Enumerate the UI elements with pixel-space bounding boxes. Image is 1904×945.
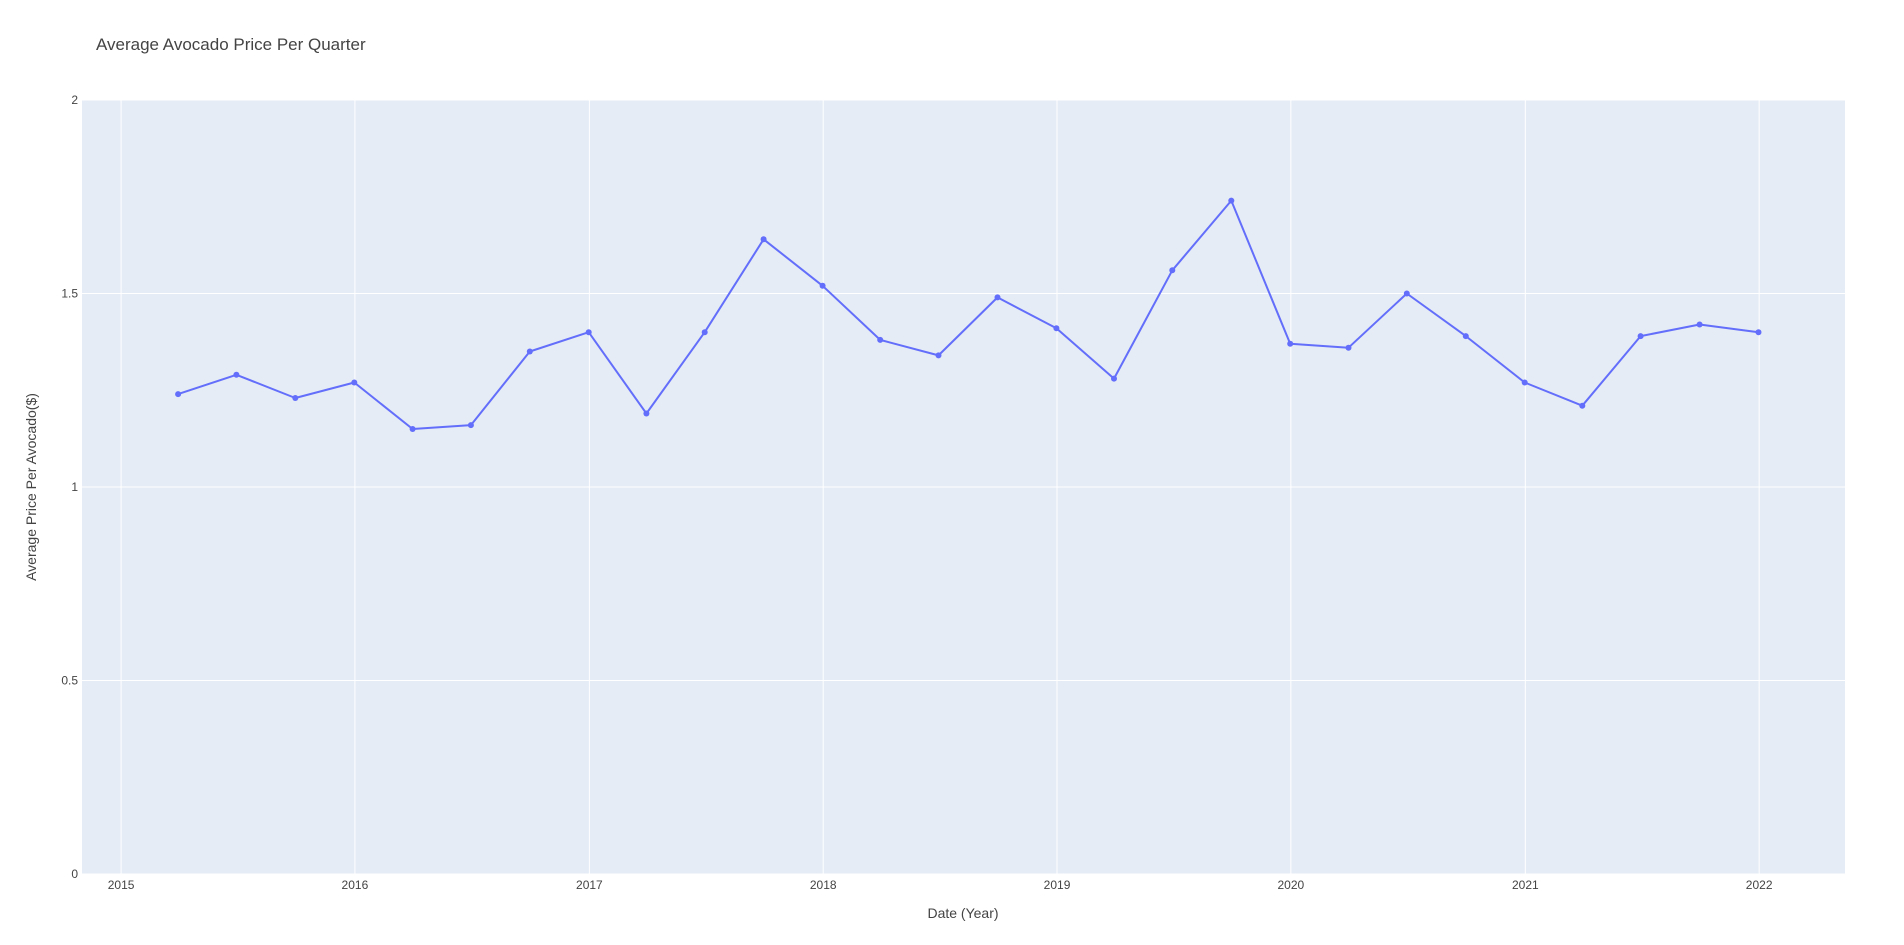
data-point[interactable] bbox=[1287, 340, 1294, 347]
data-point[interactable] bbox=[1755, 329, 1762, 336]
data-point[interactable] bbox=[526, 348, 533, 355]
y-axis-title: Average Price Per Avocado($) bbox=[23, 393, 39, 581]
x-tick-label: 2015 bbox=[108, 878, 135, 892]
data-point[interactable] bbox=[1696, 321, 1703, 328]
data-point[interactable] bbox=[760, 236, 767, 243]
data-point[interactable] bbox=[409, 426, 416, 432]
data-point[interactable] bbox=[585, 329, 592, 336]
data-point[interactable] bbox=[1169, 267, 1176, 274]
x-axis-title: Date (Year) bbox=[927, 905, 998, 921]
data-point[interactable] bbox=[175, 391, 182, 398]
x-axis-ticks: 2015 2016 2017 2018 2019 2020 2021 2022 bbox=[108, 878, 1773, 892]
data-point[interactable] bbox=[1579, 402, 1586, 409]
grid-lines bbox=[82, 99, 1845, 875]
y-tick-label: 0.5 bbox=[61, 674, 78, 688]
data-point[interactable] bbox=[1053, 325, 1060, 332]
data-point[interactable] bbox=[233, 371, 240, 378]
data-point[interactable] bbox=[994, 294, 1001, 301]
data-point[interactable] bbox=[1637, 333, 1644, 340]
data-point[interactable] bbox=[877, 336, 884, 343]
data-point[interactable] bbox=[819, 282, 826, 289]
data-point[interactable] bbox=[467, 422, 474, 429]
y-axis-ticks: 0 0.5 1 1.5 2 bbox=[61, 93, 78, 881]
data-point[interactable] bbox=[643, 410, 650, 417]
data-point[interactable] bbox=[292, 395, 299, 401]
data-point[interactable] bbox=[1462, 333, 1469, 340]
y-tick-label: 0 bbox=[71, 867, 78, 881]
data-point[interactable] bbox=[1228, 197, 1235, 204]
x-tick-label: 2016 bbox=[342, 878, 369, 892]
data-point[interactable] bbox=[701, 329, 708, 336]
x-tick-label: 2022 bbox=[1746, 878, 1773, 892]
data-point[interactable] bbox=[1521, 379, 1528, 386]
series-line bbox=[177, 199, 1759, 430]
x-tick-label: 2018 bbox=[810, 878, 837, 892]
series-line-group bbox=[177, 199, 1759, 430]
data-point[interactable] bbox=[1403, 290, 1410, 297]
data-point[interactable] bbox=[351, 379, 358, 386]
x-tick-label: 2021 bbox=[1512, 878, 1539, 892]
data-point[interactable] bbox=[935, 352, 942, 359]
y-tick-label: 1 bbox=[71, 480, 78, 494]
data-points bbox=[175, 197, 1762, 432]
chart-title: Average Avocado Price Per Quarter bbox=[96, 35, 366, 54]
y-tick-label: 1.5 bbox=[61, 287, 78, 301]
x-tick-label: 2017 bbox=[576, 878, 603, 892]
x-tick-label: 2019 bbox=[1044, 878, 1071, 892]
y-tick-label: 2 bbox=[71, 93, 78, 107]
data-point[interactable] bbox=[1345, 344, 1352, 351]
x-tick-label: 2020 bbox=[1278, 878, 1305, 892]
data-point[interactable] bbox=[1111, 375, 1117, 382]
